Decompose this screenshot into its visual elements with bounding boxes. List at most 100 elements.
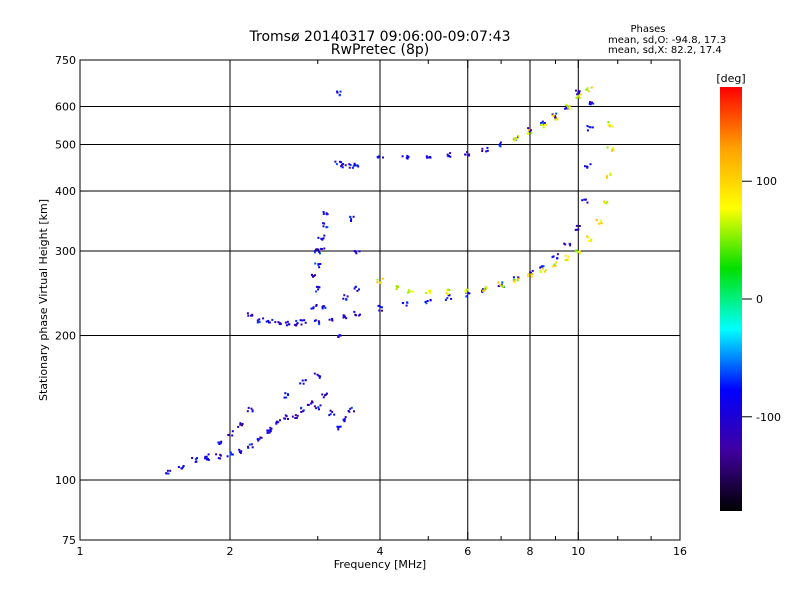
data-point xyxy=(377,155,380,158)
data-point xyxy=(567,255,570,258)
data-point xyxy=(286,393,289,396)
data-point xyxy=(166,469,169,472)
data-point xyxy=(589,163,592,166)
data-point xyxy=(311,400,313,403)
data-point xyxy=(425,155,428,158)
data-point xyxy=(337,336,340,339)
data-point xyxy=(219,457,222,460)
data-point xyxy=(382,156,384,159)
data-point xyxy=(312,307,315,310)
data-point xyxy=(353,310,356,313)
data-point xyxy=(205,457,208,460)
series-0 xyxy=(165,404,347,475)
data-point xyxy=(207,457,209,460)
data-point xyxy=(464,153,467,156)
data-point xyxy=(338,334,341,337)
data-point xyxy=(425,302,428,305)
data-point xyxy=(313,405,316,408)
data-point xyxy=(516,277,519,280)
data-point xyxy=(606,201,609,203)
data-point xyxy=(300,411,303,413)
data-point xyxy=(554,116,556,119)
data-point xyxy=(540,121,543,124)
data-point xyxy=(589,126,592,129)
data-point xyxy=(588,239,590,242)
data-point xyxy=(412,290,415,293)
data-point xyxy=(396,285,399,288)
data-point xyxy=(295,323,298,326)
title-line-1: Tromsø 20140317 09:06:00-09:07:43 xyxy=(249,29,511,45)
data-point xyxy=(501,286,504,289)
data-point xyxy=(405,304,408,307)
x-tick-label: 16 xyxy=(673,545,687,558)
data-point xyxy=(299,319,302,322)
data-point xyxy=(543,123,546,126)
data-point xyxy=(312,275,314,278)
data-point xyxy=(607,123,610,126)
data-point xyxy=(575,89,577,92)
data-point xyxy=(299,382,302,385)
data-point xyxy=(320,237,323,240)
data-point xyxy=(239,422,242,425)
data-point xyxy=(353,287,356,290)
data-point xyxy=(339,90,342,93)
data-point xyxy=(408,288,410,291)
data-point xyxy=(238,448,241,451)
data-point xyxy=(578,90,581,93)
data-point xyxy=(351,166,354,169)
data-point xyxy=(181,467,183,470)
data-point xyxy=(586,201,589,204)
data-point xyxy=(250,443,253,446)
data-point xyxy=(585,165,588,168)
data-point xyxy=(302,409,305,412)
colorbar-tick-label: 0 xyxy=(756,293,763,306)
data-point xyxy=(356,164,359,167)
data-point xyxy=(530,275,533,278)
data-point xyxy=(343,294,346,297)
data-point xyxy=(563,242,566,245)
data-point xyxy=(426,156,429,159)
data-point xyxy=(612,146,614,149)
data-point xyxy=(218,441,221,444)
data-point xyxy=(589,103,592,106)
data-point xyxy=(321,307,324,310)
data-point xyxy=(287,323,290,326)
data-point xyxy=(578,225,581,227)
chart-title: Tromsø 20140317 09:06:00-09:07:43 RwPret… xyxy=(249,29,511,58)
data-point xyxy=(341,163,344,166)
data-point xyxy=(406,157,409,160)
data-point xyxy=(599,219,602,222)
data-point xyxy=(239,423,242,426)
data-point xyxy=(608,125,611,128)
data-point xyxy=(565,105,568,108)
data-point xyxy=(340,161,343,164)
data-point xyxy=(353,162,356,165)
x-axis-label: Frequency [MHz] xyxy=(334,558,426,571)
data-point xyxy=(450,297,453,300)
data-point xyxy=(595,219,598,222)
data-point xyxy=(277,421,280,424)
data-point xyxy=(598,222,601,225)
data-points xyxy=(165,86,615,475)
data-point xyxy=(241,422,244,425)
data-point xyxy=(612,148,615,151)
data-point xyxy=(318,408,320,411)
data-point xyxy=(516,279,519,282)
data-point xyxy=(424,300,427,303)
data-point xyxy=(300,323,303,326)
data-point xyxy=(354,285,357,288)
data-point xyxy=(267,429,270,432)
data-point xyxy=(501,284,503,287)
data-point xyxy=(229,451,232,454)
data-point xyxy=(527,127,530,130)
data-point xyxy=(241,424,243,427)
data-point xyxy=(237,425,240,428)
data-point xyxy=(343,418,346,421)
data-point xyxy=(329,409,332,412)
data-point xyxy=(517,135,520,138)
data-point xyxy=(466,288,469,291)
data-point xyxy=(482,289,485,292)
y-tick-label: 400 xyxy=(55,185,76,198)
data-point xyxy=(345,298,348,301)
data-point xyxy=(259,436,262,439)
